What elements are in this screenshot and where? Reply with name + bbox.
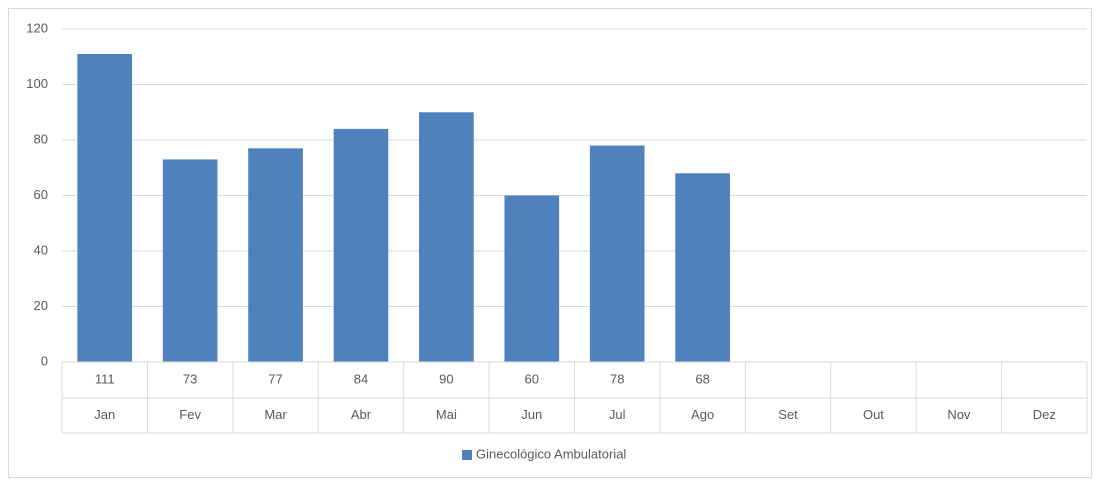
x-tick-label: Mai	[436, 407, 457, 422]
data-table-value: 73	[183, 371, 197, 386]
x-tick-label: Set	[778, 407, 798, 422]
x-tick-label: Jul	[609, 407, 626, 422]
data-table-value: 111	[95, 371, 115, 386]
y-tick-label: 0	[41, 353, 48, 368]
x-tick-label: Ago	[691, 407, 714, 422]
x-tick-label: Jan	[94, 407, 115, 422]
bar	[77, 53, 133, 362]
bar	[589, 145, 645, 362]
data-table-value: 78	[610, 371, 624, 386]
bar	[248, 148, 303, 362]
x-tick-label: Dez	[1033, 407, 1056, 422]
x-tick-label: Nov	[947, 407, 971, 422]
legend-label: Ginecológico Ambulatorial	[476, 446, 626, 461]
legend-swatch	[462, 450, 472, 460]
x-tick-label: Abr	[351, 407, 372, 422]
y-tick-label: 80	[34, 131, 48, 146]
x-tick-label: Jun	[521, 407, 542, 422]
data-table-value: 90	[439, 371, 453, 386]
data-table-value: 84	[354, 371, 368, 386]
y-tick-label: 120	[26, 20, 48, 35]
x-tick-label: Fev	[179, 407, 201, 422]
bar	[419, 112, 474, 362]
x-tick-label: Mar	[264, 407, 287, 422]
y-tick-label: 60	[34, 187, 48, 202]
bar	[675, 173, 730, 362]
y-tick-label: 20	[34, 298, 48, 313]
bar	[162, 159, 218, 362]
bar	[504, 195, 560, 362]
data-table-value: 77	[268, 371, 282, 386]
data-table-value: 60	[525, 371, 539, 386]
bar	[333, 128, 389, 362]
x-tick-label: Out	[863, 407, 884, 422]
y-tick-label: 100	[26, 76, 48, 91]
y-tick-label: 40	[34, 242, 48, 257]
data-table-value: 68	[695, 371, 709, 386]
